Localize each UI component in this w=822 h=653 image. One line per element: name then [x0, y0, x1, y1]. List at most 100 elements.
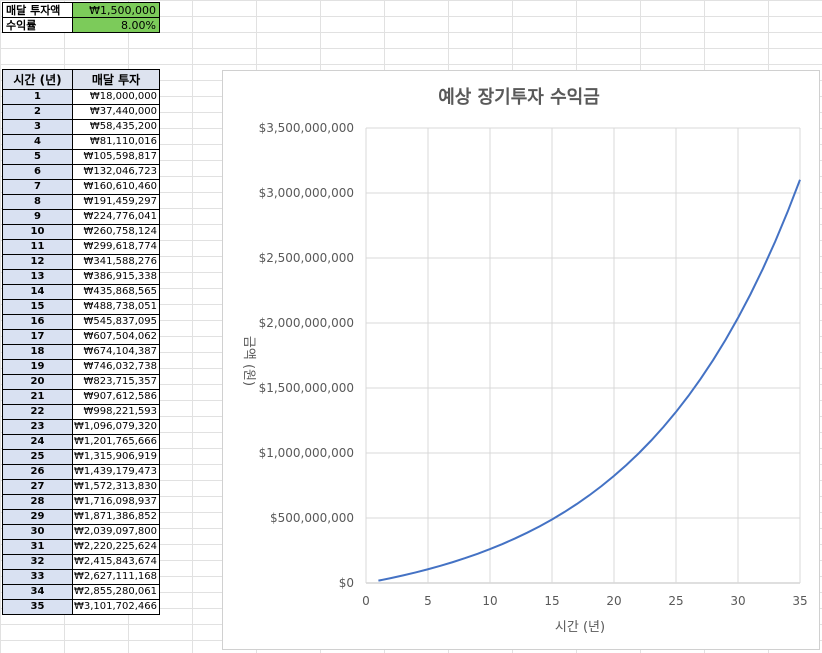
year-cell[interactable]: 21: [2, 389, 73, 405]
year-cell[interactable]: 11: [2, 239, 73, 255]
amount-cell[interactable]: ₩1,871,386,852: [72, 509, 160, 525]
year-cell[interactable]: 23: [2, 419, 73, 435]
amount-cell[interactable]: ₩823,715,357: [72, 374, 160, 390]
amount-cell[interactable]: ₩191,459,297: [72, 194, 160, 210]
table-row: 27 ₩1,572,313,830: [2, 479, 160, 495]
year-cell[interactable]: 9: [2, 209, 73, 225]
table-row: 26 ₩1,439,179,473: [2, 464, 160, 480]
year-column-header[interactable]: 시간 (년): [2, 69, 73, 90]
table-row: 15 ₩488,738,051: [2, 299, 160, 315]
amount-cell[interactable]: ₩674,104,387: [72, 344, 160, 360]
year-cell[interactable]: 1: [2, 89, 73, 105]
x-tick-label: 20: [606, 594, 621, 608]
year-cell[interactable]: 12: [2, 254, 73, 270]
table-row: 11 ₩299,618,774: [2, 239, 160, 255]
amount-cell[interactable]: ₩386,915,338: [72, 269, 160, 285]
year-cell[interactable]: 20: [2, 374, 73, 390]
amount-cell[interactable]: ₩2,039,097,800: [72, 524, 160, 540]
year-cell[interactable]: 5: [2, 149, 73, 165]
y-tick-label: $2,000,000,000: [259, 316, 354, 330]
amount-cell[interactable]: ₩488,738,051: [72, 299, 160, 315]
year-cell[interactable]: 27: [2, 479, 73, 495]
amount-cell[interactable]: ₩1,439,179,473: [72, 464, 160, 480]
x-tick-label: 30: [730, 594, 745, 608]
return-rate-cell[interactable]: 8.00%: [72, 17, 160, 33]
amount-column-header[interactable]: 매달 투자: [72, 69, 160, 90]
chart-area[interactable]: $0 $500,000,000 $1,000,000,000 $1,500,000,0…: [222, 70, 820, 650]
projection-chart: $0 $500,000,000 $1,000,000,000 $1,500,000,0…: [241, 87, 808, 635]
amount-cell[interactable]: ₩2,220,225,624: [72, 539, 160, 555]
table-row: 18 ₩674,104,387: [2, 344, 160, 360]
monthly-investment-cell[interactable]: ₩1,500,000: [72, 2, 160, 18]
year-cell[interactable]: 31: [2, 539, 73, 555]
year-cell[interactable]: 18: [2, 344, 73, 360]
year-cell[interactable]: 34: [2, 584, 73, 600]
amount-cell[interactable]: ₩224,776,041: [72, 209, 160, 225]
amount-cell[interactable]: ₩1,716,098,937: [72, 494, 160, 510]
table-row: 23 ₩1,096,079,320: [2, 419, 160, 435]
amount-cell[interactable]: ₩2,627,111,168: [72, 569, 160, 585]
year-cell[interactable]: 30: [2, 524, 73, 540]
year-cell[interactable]: 33: [2, 569, 73, 585]
amount-cell[interactable]: ₩299,618,774: [72, 239, 160, 255]
table-row: 4 ₩81,110,016: [2, 134, 160, 150]
amount-cell[interactable]: ₩18,000,000: [72, 89, 160, 105]
amount-cell[interactable]: ₩1,315,906,919: [72, 449, 160, 465]
amount-cell[interactable]: ₩58,435,200: [72, 119, 160, 135]
year-cell[interactable]: 17: [2, 329, 73, 345]
amount-cell[interactable]: ₩37,440,000: [72, 104, 160, 120]
amount-cell[interactable]: ₩1,201,765,666: [72, 434, 160, 450]
year-cell[interactable]: 25: [2, 449, 73, 465]
amount-cell[interactable]: ₩132,046,723: [72, 164, 160, 180]
year-cell[interactable]: 16: [2, 314, 73, 330]
y-tick-label: $3,000,000,000: [259, 186, 354, 200]
amount-cell[interactable]: ₩1,096,079,320: [72, 419, 160, 435]
year-cell[interactable]: 6: [2, 164, 73, 180]
year-cell[interactable]: 24: [2, 434, 73, 450]
year-cell[interactable]: 13: [2, 269, 73, 285]
amount-cell[interactable]: ₩2,415,843,674: [72, 554, 160, 570]
year-cell[interactable]: 4: [2, 134, 73, 150]
year-cell[interactable]: 2: [2, 104, 73, 120]
year-cell[interactable]: 32: [2, 554, 73, 570]
year-cell[interactable]: 7: [2, 179, 73, 195]
year-cell[interactable]: 22: [2, 404, 73, 420]
year-cell[interactable]: 10: [2, 224, 73, 240]
amount-cell[interactable]: ₩3,101,702,466: [72, 599, 160, 615]
year-cell[interactable]: 3: [2, 119, 73, 135]
amount-cell[interactable]: ₩341,588,276: [72, 254, 160, 270]
year-cell[interactable]: 8: [2, 194, 73, 210]
table-row: 8 ₩191,459,297: [2, 194, 160, 210]
amount-cell[interactable]: ₩105,598,817: [72, 149, 160, 165]
amount-cell[interactable]: ₩81,110,016: [72, 134, 160, 150]
year-cell[interactable]: 28: [2, 494, 73, 510]
year-cell[interactable]: 26: [2, 464, 73, 480]
table-row: 35 ₩3,101,702,466: [2, 599, 160, 615]
amount-cell[interactable]: ₩260,758,124: [72, 224, 160, 240]
table-row: 33 ₩2,627,111,168: [2, 569, 160, 585]
year-cell[interactable]: 19: [2, 359, 73, 375]
year-cell[interactable]: 15: [2, 299, 73, 315]
amount-cell[interactable]: ₩545,837,095: [72, 314, 160, 330]
investment-table: 시간 (년) 매달 투자 1 ₩18,000,000 2 ₩37,440,000 3 ₩5…: [2, 69, 160, 615]
table-row: 28 ₩1,716,098,937: [2, 494, 160, 510]
amount-cell[interactable]: ₩998,221,593: [72, 404, 160, 420]
year-cell[interactable]: 29: [2, 509, 73, 525]
amount-cell[interactable]: ₩607,504,062: [72, 329, 160, 345]
amount-cell[interactable]: ₩435,868,565: [72, 284, 160, 300]
amount-cell[interactable]: ₩907,612,586: [72, 389, 160, 405]
table-row: 25 ₩1,315,906,919: [2, 449, 160, 465]
y-tick-label: $0: [339, 576, 354, 590]
year-cell[interactable]: 14: [2, 284, 73, 300]
y-tick-label: $3,500,000,000: [259, 121, 354, 135]
amount-cell[interactable]: ₩746,032,738: [72, 359, 160, 375]
amount-cell[interactable]: ₩2,855,280,061: [72, 584, 160, 600]
amount-cell[interactable]: ₩1,572,313,830: [72, 479, 160, 495]
table-row: 32 ₩2,415,843,674: [2, 554, 160, 570]
table-row: 13 ₩386,915,338: [2, 269, 160, 285]
table-row: 1 ₩18,000,000: [2, 89, 160, 105]
y-tick-label: $500,000,000: [270, 511, 354, 525]
amount-cell[interactable]: ₩160,610,460: [72, 179, 160, 195]
year-cell[interactable]: 35: [2, 599, 73, 615]
table-row: 14 ₩435,868,565: [2, 284, 160, 300]
